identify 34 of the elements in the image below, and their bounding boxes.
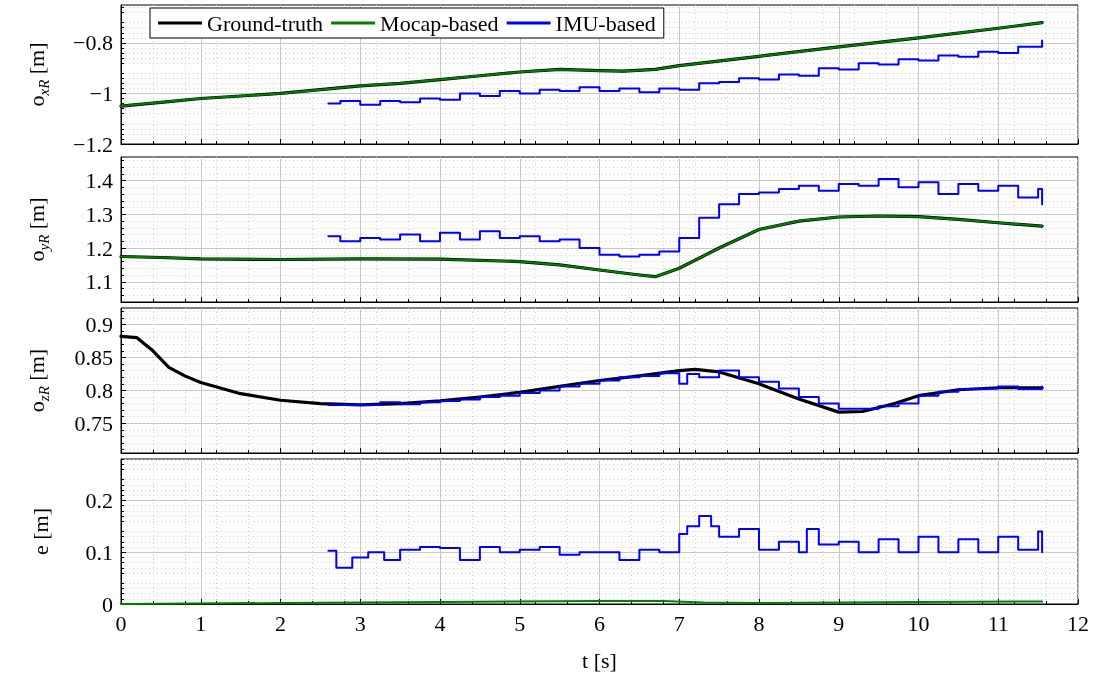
x-tick-label: 11 xyxy=(987,610,1009,636)
legend-label: Ground-truth xyxy=(207,10,324,36)
x-tick-label: 9 xyxy=(833,610,845,636)
y-tick-label: 0.1 xyxy=(85,539,113,565)
x-axis-title: t [s] xyxy=(582,647,617,673)
x-tick-label: 8 xyxy=(753,610,765,636)
y-tick-label: 0.75 xyxy=(74,410,113,436)
y-tick-label: 1.1 xyxy=(85,269,113,295)
y-tick-label: 0.2 xyxy=(85,487,113,513)
y-tick-label: 0.85 xyxy=(74,344,113,370)
x-tick-label: 2 xyxy=(275,610,286,636)
x-tick-label: 10 xyxy=(907,610,930,636)
x-tick-label: 12 xyxy=(1067,610,1089,636)
x-tick-label: 6 xyxy=(594,610,605,636)
x-tick-label: 5 xyxy=(514,610,526,636)
y-tick-label: 1.3 xyxy=(85,201,113,227)
x-tick-label: 3 xyxy=(354,610,366,636)
legend-label: IMU-based xyxy=(555,10,656,36)
y-axis-title: oyR [m] xyxy=(24,197,52,262)
legend-label: Mocap-based xyxy=(380,10,499,36)
x-tick-label: 1 xyxy=(195,610,207,636)
y-tick-label: 1.2 xyxy=(85,235,113,261)
x-tick-label: 4 xyxy=(434,610,446,636)
x-tick-label: 7 xyxy=(673,610,685,636)
y-tick-label: 1.4 xyxy=(85,168,113,194)
y-tick-label: 0 xyxy=(102,591,113,617)
y-tick-label: −0.8 xyxy=(73,30,113,56)
y-axis-title: e [m] xyxy=(27,507,53,556)
y-axis-title: oxR [m] xyxy=(24,42,52,107)
y-tick-label: −1.2 xyxy=(73,131,113,157)
y-tick-label: 0.8 xyxy=(85,377,113,403)
y-axis-title: ozR [m] xyxy=(24,348,52,413)
y-tick-label: 0.9 xyxy=(85,311,113,337)
y-tick-label: −1 xyxy=(89,80,113,106)
